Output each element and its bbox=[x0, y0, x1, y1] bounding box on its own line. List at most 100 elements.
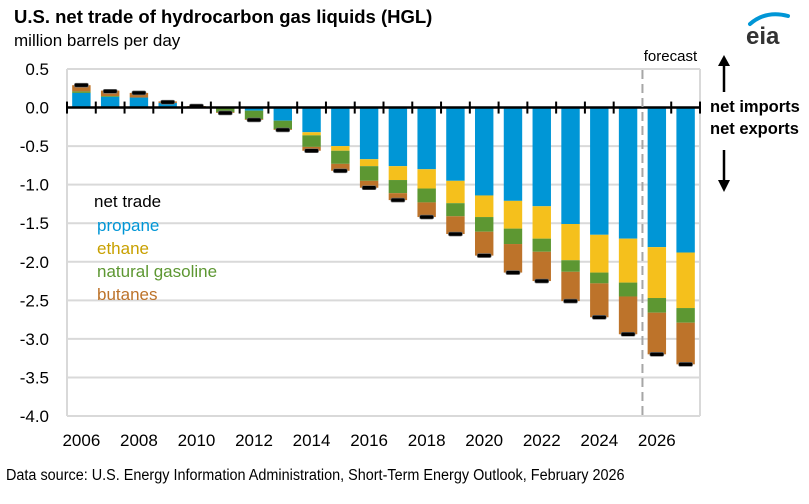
bar-segment-natural-gasoline-2020 bbox=[474, 217, 494, 232]
bar-segment-natural-gasoline-2022 bbox=[532, 238, 551, 252]
eia-logo-arc bbox=[748, 12, 790, 26]
bar-segment-natural-gasoline-2011 bbox=[216, 107, 235, 113]
bar-segment-propane-2024 bbox=[590, 107, 609, 235]
bar-segment-natural-gasoline-2016 bbox=[359, 166, 379, 181]
bar-segment-ethane-2017 bbox=[388, 166, 408, 181]
bar-segment-natural-gasoline-2007 bbox=[100, 95, 120, 97]
bar-segment-natural-gasoline-2019 bbox=[446, 203, 465, 217]
bar-segment-ethane-2023 bbox=[561, 223, 580, 261]
bar-segment-natural-gasoline-2024 bbox=[590, 272, 609, 284]
bar-segment-ethane-2015 bbox=[331, 146, 350, 151]
bar-segment-propane-2020 bbox=[474, 107, 494, 196]
net-markers bbox=[74, 82, 693, 367]
up-arrow-icon bbox=[718, 55, 730, 66]
bar-segment-natural-gasoline-2026 bbox=[647, 298, 667, 313]
net-total-marker-2017 bbox=[390, 197, 406, 203]
net-total-marker-2006 bbox=[74, 82, 89, 88]
x-tick-label: 2012 bbox=[235, 431, 273, 450]
net-total-marker-2026 bbox=[649, 352, 665, 357]
net-total-marker-2018 bbox=[419, 214, 434, 220]
forecast-label: forecast bbox=[644, 48, 698, 65]
bar-segment-ethane-2025 bbox=[618, 238, 638, 283]
bar-segment-natural-gasoline-2013 bbox=[273, 120, 293, 130]
net-total-marker-2019 bbox=[448, 231, 463, 237]
bar-segment-propane-2019 bbox=[446, 107, 465, 181]
bar-segment-propane-2018 bbox=[417, 107, 436, 170]
bar-segment-natural-gasoline-2025 bbox=[618, 282, 638, 297]
net-total-marker-2014 bbox=[304, 148, 319, 154]
net-total-marker-2015 bbox=[333, 168, 348, 174]
net-total-marker-2013 bbox=[275, 127, 291, 133]
net-total-marker-2022 bbox=[534, 278, 550, 284]
net-total-marker-2007 bbox=[102, 89, 118, 94]
down-arrow-icon bbox=[718, 180, 730, 192]
bar-segment-natural-gasoline-2012 bbox=[244, 110, 264, 120]
bar-segment-propane-2027 bbox=[676, 107, 695, 253]
bar-segment-butanes-2017 bbox=[388, 193, 408, 201]
bar-segment-propane-2006 bbox=[72, 92, 91, 108]
legend-title: net trade bbox=[94, 192, 161, 211]
x-tick-label: 2022 bbox=[523, 431, 561, 450]
bar-segment-propane-2007 bbox=[100, 96, 120, 108]
net-imports-label: net imports bbox=[710, 98, 800, 116]
y-tick-label: -1.5 bbox=[20, 214, 49, 233]
net-total-marker-2011 bbox=[217, 110, 233, 116]
y-tick-label: -3.5 bbox=[20, 368, 49, 387]
bar-segment-butanes-2021 bbox=[503, 244, 523, 273]
y-tick-label: -4.0 bbox=[20, 407, 49, 426]
y-tick-label: 0.5 bbox=[25, 60, 49, 79]
bar-segment-ethane-2018 bbox=[417, 169, 436, 189]
bar-segment-propane-2022 bbox=[532, 107, 551, 207]
bar-segment-natural-gasoline-2023 bbox=[561, 260, 580, 272]
x-tick-label: 2014 bbox=[293, 431, 331, 450]
bar-segment-ethane-2020 bbox=[474, 195, 494, 218]
bar-segment-butanes-2016 bbox=[359, 180, 379, 188]
x-tick-label: 2026 bbox=[638, 431, 676, 450]
data-source-note: Data source: U.S. Energy Information Adm… bbox=[6, 467, 625, 484]
bar-segment-propane-2025 bbox=[618, 107, 638, 239]
bar-segment-propane-2023 bbox=[561, 107, 580, 224]
bar-segment-ethane-2014 bbox=[302, 132, 321, 136]
chart-subtitle: million barrels per day bbox=[14, 31, 181, 50]
plot-frame bbox=[66, 69, 701, 417]
bar-segment-ethane-2024 bbox=[590, 234, 609, 273]
x-tick-label: 2016 bbox=[350, 431, 388, 450]
net-total-marker-2009 bbox=[160, 99, 176, 105]
x-tick-label: 2010 bbox=[178, 431, 216, 450]
bar-segment-butanes-2018 bbox=[417, 202, 436, 218]
net-total-marker-2027 bbox=[678, 362, 693, 367]
legend-item-propane: propane bbox=[97, 216, 159, 235]
bar-segment-butanes-2008 bbox=[129, 92, 149, 98]
bar-segment-natural-gasoline-2015 bbox=[331, 150, 350, 164]
bar-segment-butanes-2015 bbox=[331, 163, 350, 171]
bar-segment-butanes-2026 bbox=[647, 312, 667, 355]
legend-item-butanes: butanes bbox=[97, 285, 158, 304]
chart-title: U.S. net trade of hydrocarbon gas liquid… bbox=[14, 6, 433, 27]
bar-segment-propane-2012 bbox=[244, 107, 264, 111]
x-tick-label: 2018 bbox=[408, 431, 446, 450]
bars bbox=[72, 85, 695, 365]
bar-segment-natural-gasoline-2017 bbox=[388, 180, 408, 194]
bar-segment-butanes-2006 bbox=[72, 85, 91, 92]
bar-segment-ethane-2027 bbox=[676, 252, 695, 309]
legend-item-ethane: ethane bbox=[97, 239, 149, 258]
eia-logo-text: eia bbox=[746, 23, 780, 48]
bar-segment-propane-2008 bbox=[129, 97, 149, 108]
bar-segment-natural-gasoline-2027 bbox=[676, 308, 695, 323]
x-tick-label: 2024 bbox=[580, 431, 618, 450]
net-total-marker-2021 bbox=[505, 270, 521, 275]
bar-segment-butanes-2025 bbox=[618, 296, 638, 335]
bar-segment-butanes-2024 bbox=[590, 283, 609, 318]
bar-segment-propane-2016 bbox=[359, 107, 379, 160]
net-total-marker-2008 bbox=[131, 90, 147, 96]
legend: net trade propane ethane natural gasolin… bbox=[94, 192, 217, 304]
bar-segment-propane-2026 bbox=[647, 107, 667, 248]
bar-segment-ethane-2022 bbox=[532, 206, 551, 239]
bar-segment-propane-2021 bbox=[503, 107, 523, 201]
net-total-marker-2024 bbox=[591, 314, 607, 320]
zero-axis bbox=[66, 101, 701, 114]
net-total-marker-2023 bbox=[563, 298, 578, 304]
y-tick-label: -1.0 bbox=[20, 176, 49, 195]
x-axis-ticks: 2006 2008 2010 2012 2014 2016 2018 2020 2022 2024… bbox=[62, 431, 675, 450]
